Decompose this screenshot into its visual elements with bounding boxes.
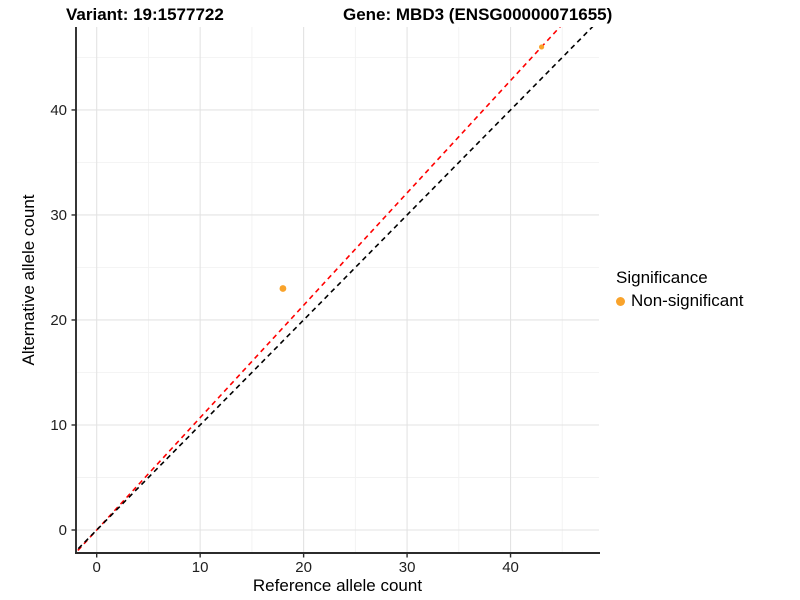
- variant-title: Variant: 19:1577722: [66, 5, 224, 24]
- legend: Significance Non-significant: [616, 268, 743, 311]
- legend-title: Significance: [616, 268, 708, 287]
- x-axis-title: Reference allele count: [252, 576, 423, 595]
- svg-text:0: 0: [93, 559, 101, 576]
- legend-item-label: Non-significant: [631, 291, 744, 310]
- svg-text:40: 40: [502, 559, 519, 576]
- svg-text:40: 40: [50, 102, 67, 119]
- svg-text:20: 20: [50, 312, 67, 329]
- point-swatch-icon: [616, 296, 625, 306]
- svg-text:10: 10: [192, 559, 209, 576]
- svg-text:10: 10: [50, 417, 67, 434]
- svg-text:0: 0: [59, 522, 67, 539]
- y-axis-title: Alternative allele count: [19, 194, 38, 366]
- svg-text:30: 30: [50, 207, 67, 224]
- gene-title: Gene: MBD3 (ENSG00000071655): [343, 5, 613, 24]
- svg-text:30: 30: [399, 559, 416, 576]
- svg-text:20: 20: [295, 559, 312, 576]
- legend-item: Non-significant: [616, 291, 743, 311]
